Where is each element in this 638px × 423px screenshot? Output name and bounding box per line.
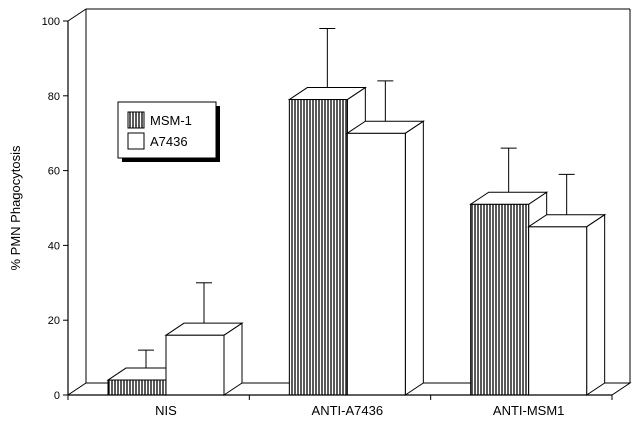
x-axis: NIS ANTI-A7436 ANTI-MSM1 [67, 394, 613, 418]
bar-top [287, 87, 367, 101]
legend-box [117, 101, 217, 159]
bar-top [527, 214, 607, 228]
bars [106, 27, 607, 396]
legend: MSM-1 A7436 [117, 101, 220, 162]
legend-label: A7436 [150, 134, 188, 149]
y-tick-label: 20 [48, 315, 60, 327]
legend-swatch [127, 132, 145, 150]
bar-a7436-anti-a7436 [345, 80, 425, 396]
y-tick-label: 100 [42, 16, 60, 28]
bar-front [165, 334, 225, 396]
bar-front [288, 99, 348, 396]
y-axis: 0 20 40 60 80 100 [42, 16, 69, 402]
bar-front [470, 203, 530, 396]
top-left-edge [67, 8, 87, 22]
legend-swatch [127, 111, 145, 129]
y-tick-label: 40 [48, 240, 60, 252]
y-tick-label: 0 [54, 390, 60, 402]
bar-a7436-anti-msm1 [527, 173, 607, 396]
bar-side [404, 120, 424, 396]
bar-front [107, 379, 167, 396]
bar-side [586, 213, 606, 396]
x-tick-label-nis: NIS [155, 403, 177, 418]
bar-front [346, 132, 406, 396]
x-tick-label-anti-a7436: ANTI-A7436 [312, 403, 384, 418]
legend-label: MSM-1 [150, 113, 192, 128]
plot-frame [67, 8, 631, 383]
bar-top [164, 322, 244, 336]
y-axis-label: % PMN Phagocytosis [8, 145, 23, 270]
bar-a7436-nis [164, 282, 244, 396]
y-tick-label: 80 [48, 91, 60, 103]
bar-top [345, 120, 425, 134]
x-tick-label-anti-msm1: ANTI-MSM1 [493, 403, 565, 418]
y-tick-label: 60 [48, 166, 60, 178]
bar-front [528, 226, 588, 396]
bar-top [469, 191, 549, 205]
